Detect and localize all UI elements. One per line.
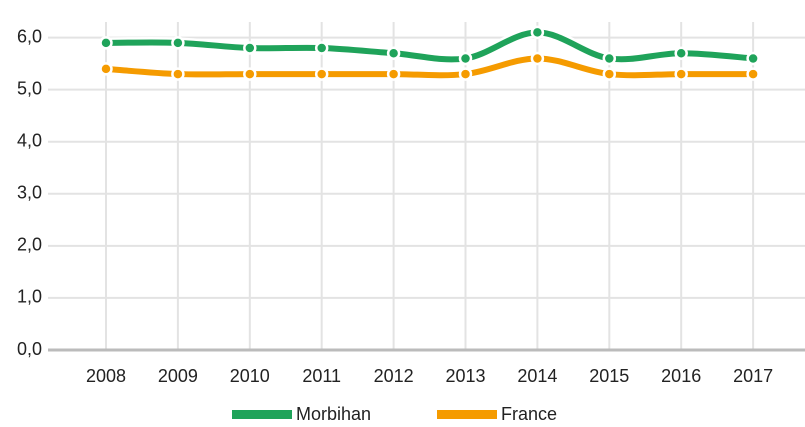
x-tick-label: 2017 xyxy=(733,366,773,386)
x-tick-label: 2009 xyxy=(158,366,198,386)
point xyxy=(602,51,617,66)
point xyxy=(99,62,113,76)
line xyxy=(103,55,757,79)
point xyxy=(530,51,545,66)
point xyxy=(386,67,401,81)
line xyxy=(103,29,757,63)
y-tick-label: 2,0 xyxy=(17,235,42,255)
y-tick-label: 1,0 xyxy=(17,287,42,307)
x-tick-label: 2011 xyxy=(302,366,341,386)
point xyxy=(458,67,473,81)
point xyxy=(243,41,257,55)
point xyxy=(530,25,545,40)
point xyxy=(458,51,473,66)
x-tick-label: 2013 xyxy=(445,366,485,386)
x-tick-label: 2010 xyxy=(230,366,270,386)
point xyxy=(314,67,329,81)
legend-swatch xyxy=(232,410,292,419)
y-tick-label: 4,0 xyxy=(17,130,42,150)
point xyxy=(314,41,329,55)
point xyxy=(243,67,257,81)
legend-label: Morbihan xyxy=(296,404,371,424)
legend-label: France xyxy=(501,404,557,424)
legend-swatch xyxy=(437,410,497,419)
y-tick-label: 6,0 xyxy=(17,26,42,46)
point xyxy=(674,67,688,81)
y-tick-label: 3,0 xyxy=(17,183,42,203)
point xyxy=(746,51,760,66)
point xyxy=(386,46,401,60)
point xyxy=(99,36,113,50)
point xyxy=(171,36,185,50)
point xyxy=(602,67,617,81)
x-tick-label: 2008 xyxy=(86,366,126,386)
x-tick-label: 2014 xyxy=(517,366,557,386)
x-tick-label: 2012 xyxy=(374,366,414,386)
x-tick-label: 2016 xyxy=(661,366,701,386)
point xyxy=(674,46,688,60)
x-tick-label: 2015 xyxy=(589,366,629,386)
point xyxy=(746,67,760,81)
y-tick-label: 5,0 xyxy=(17,78,42,98)
y-tick-label: 0,0 xyxy=(17,339,42,359)
point xyxy=(171,67,185,81)
